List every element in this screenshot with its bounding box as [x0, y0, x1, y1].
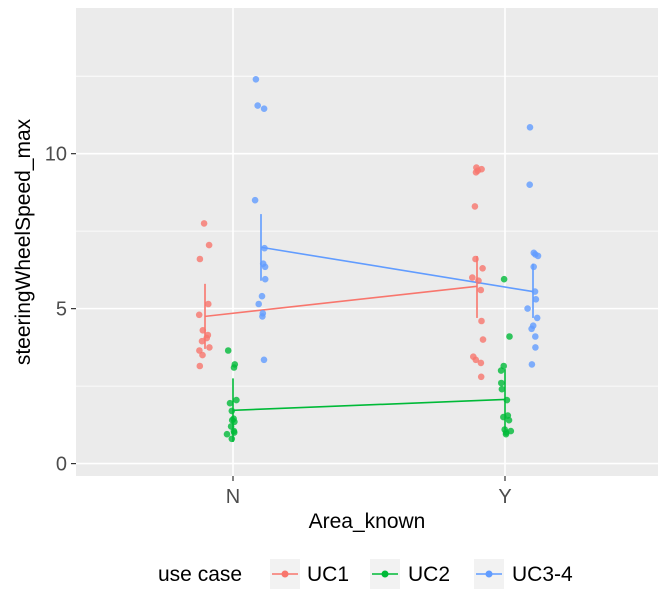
data-point-uc1 — [472, 255, 479, 263]
data-point-uc3-4 — [260, 356, 268, 364]
y-axis-title: steeringWheelSpeed_max — [12, 118, 35, 365]
mean-lines — [204, 246, 534, 412]
data-point-uc1 — [477, 286, 485, 294]
data-point-uc1 — [196, 255, 204, 263]
data-point-uc1 — [479, 265, 486, 272]
data-point-uc3-4 — [532, 333, 539, 340]
data-point-uc1 — [472, 356, 480, 364]
data-point-uc2 — [500, 275, 508, 283]
panel-background — [76, 8, 658, 476]
data-point-uc1 — [475, 277, 482, 285]
legend-label-uc3-4: UC3-4 — [512, 563, 573, 586]
x-tick-label: Y — [498, 486, 511, 508]
mean-line-uc3-4 — [260, 246, 534, 293]
legend-point-uc2 — [381, 570, 389, 578]
y-axis: 0 5 10 — [45, 144, 76, 476]
data-point-uc3-4 — [252, 76, 260, 83]
data-point-uc3-4 — [259, 313, 266, 320]
data-point-uc3-4 — [532, 296, 540, 303]
data-point-uc1 — [469, 274, 476, 281]
mean-line-uc2 — [232, 398, 506, 412]
data-point-uc3-4 — [526, 181, 533, 188]
y-tick-label: 10 — [45, 144, 67, 166]
legend-item-uc3-4: UC3-4 — [474, 559, 573, 589]
data-point-uc3-4 — [530, 263, 537, 271]
data-point-uc1 — [198, 337, 206, 345]
major-gridlines — [76, 8, 658, 476]
data-point-uc1 — [200, 220, 208, 227]
data-point-uc1 — [196, 362, 204, 370]
data-point-uc2 — [503, 396, 511, 404]
x-axis-title: Area_known — [309, 510, 426, 533]
data-point-uc3-4 — [261, 244, 268, 252]
data-point-uc3-4 — [526, 124, 534, 131]
data-point-uc2 — [224, 347, 232, 354]
data-point-uc2 — [230, 364, 238, 371]
data-point-uc3-4 — [531, 288, 539, 295]
data-point-uc3-4 — [251, 196, 259, 204]
data-point-uc2 — [498, 379, 505, 387]
legend-label-uc1: UC1 — [307, 563, 349, 586]
data-point-uc3-4 — [258, 292, 266, 300]
data-point-uc1 — [479, 336, 487, 343]
y-tick-label: 5 — [56, 299, 67, 321]
data-point-uc1 — [471, 203, 479, 210]
legend-item-uc1: UC1 — [270, 559, 349, 589]
mean-line-uc1 — [204, 285, 478, 318]
data-point-uc3-4 — [533, 314, 541, 322]
data-point-uc3-4 — [254, 102, 261, 109]
legend-title: use case — [158, 563, 242, 586]
data-point-uc3-4 — [260, 105, 268, 112]
data-point-uc1 — [203, 334, 210, 342]
data-point-uc1 — [477, 359, 485, 367]
data-point-uc2 — [498, 385, 506, 393]
data-point-uc2 — [223, 430, 231, 438]
data-point-uc1 — [206, 344, 213, 351]
legend-label-uc2: UC2 — [408, 563, 450, 586]
legend: use case UC1 UC2 UC3-4 — [158, 559, 573, 589]
legend-item-uc2: UC2 — [370, 559, 450, 589]
data-point-uc3-4 — [528, 325, 535, 333]
data-point-uc2 — [228, 435, 236, 443]
data-point-uc2 — [228, 407, 236, 415]
data-point-uc1 — [205, 300, 212, 308]
data-point-uc3-4 — [261, 275, 269, 283]
legend-point-uc1 — [281, 570, 289, 578]
data-point-uc2 — [226, 399, 234, 407]
minor-gridlines — [76, 75, 658, 387]
data-point-uc1 — [195, 311, 203, 319]
data-point-uc2 — [230, 429, 238, 436]
legend-point-uc3-4 — [485, 570, 493, 578]
data-point-uc2 — [233, 396, 240, 404]
data-points — [195, 76, 542, 443]
data-point-uc3-4 — [534, 252, 542, 260]
plot-panel — [76, 8, 658, 476]
data-point-uc2 — [231, 418, 238, 426]
data-point-uc1 — [205, 241, 213, 249]
data-point-uc3-4 — [255, 300, 262, 308]
x-tick-label: N — [226, 486, 240, 508]
data-point-uc3-4 — [524, 305, 531, 312]
data-point-uc2 — [506, 333, 513, 340]
data-point-uc1 — [199, 351, 206, 359]
data-point-uc3-4 — [261, 263, 269, 271]
data-point-uc2 — [500, 413, 507, 421]
data-point-uc1 — [472, 169, 480, 176]
data-point-uc1 — [477, 373, 485, 381]
data-point-uc3-4 — [528, 361, 536, 368]
data-point-uc1 — [478, 317, 485, 325]
data-point-uc3-4 — [532, 344, 539, 351]
data-point-uc2 — [505, 416, 513, 424]
data-point-uc2 — [502, 430, 510, 438]
data-point-uc2 — [497, 367, 505, 374]
data-point-uc1 — [199, 327, 207, 334]
y-tick-label: 0 — [56, 454, 67, 476]
